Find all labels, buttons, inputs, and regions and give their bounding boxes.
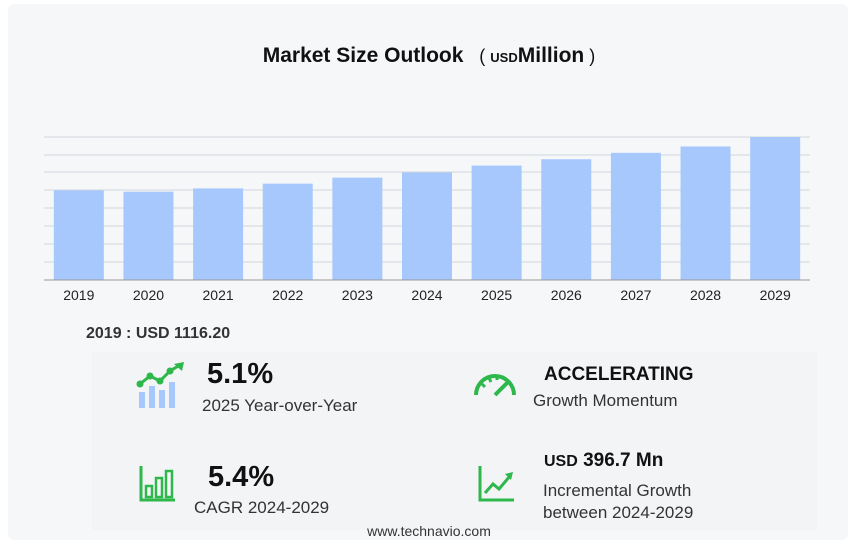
x-tick-label: 2020 xyxy=(133,287,164,303)
cagr-label: CAGR 2024-2029 xyxy=(194,498,330,517)
unit-scale: Million xyxy=(517,44,585,67)
unit-currency: USD xyxy=(490,50,518,65)
yoy-label: 2025 Year-over-Year xyxy=(202,396,358,415)
speedometer-icon xyxy=(474,374,516,397)
cagr-value: 5.4% xyxy=(208,461,275,493)
stats-panel xyxy=(92,352,817,530)
bar-2029 xyxy=(750,137,801,280)
x-tick-label: 2023 xyxy=(342,287,373,303)
title-unit: ( USDMillion ) xyxy=(479,44,596,67)
trend-line-icon xyxy=(478,466,514,502)
bar-2020 xyxy=(123,191,174,280)
growth-chart-icon xyxy=(136,362,184,408)
momentum-label: Growth Momentum xyxy=(533,391,678,410)
base-value: 2019 : USD 1116.20 xyxy=(86,325,231,342)
bar-2021 xyxy=(193,188,244,280)
incremental-amount: 396.7 Mn xyxy=(583,450,664,471)
incremental-value: USD 396.7 Mn xyxy=(544,450,663,472)
bar-2019 xyxy=(53,190,104,280)
bar-chart: 2019 2020 2021 2022 2023 2024 2025 2026 2027 2028… xyxy=(44,136,810,303)
x-tick-label: 2019 xyxy=(63,287,94,303)
incremental-label-2: between 2024-2029 xyxy=(543,503,694,522)
x-tick-label: 2027 xyxy=(620,287,651,303)
bar-2026 xyxy=(541,159,592,280)
x-tick-label: 2026 xyxy=(551,287,582,303)
x-tick-label: 2028 xyxy=(690,287,721,303)
bar-2024 xyxy=(402,172,452,280)
footer-url: www.technavio.com xyxy=(367,523,491,539)
incremental-currency: USD xyxy=(544,453,578,470)
unit-open: ( xyxy=(479,46,486,66)
x-tick-label: 2022 xyxy=(272,287,303,303)
bar-2028 xyxy=(680,146,731,280)
unit-close: ) xyxy=(589,46,596,66)
bar-2022 xyxy=(262,183,313,280)
x-tick-label: 2024 xyxy=(411,287,442,303)
bar-2025 xyxy=(471,165,522,280)
title-text: Market Size Outlook xyxy=(262,44,464,67)
yoy-value: 5.1% xyxy=(207,358,274,390)
bar-2023 xyxy=(332,177,383,280)
bar-2027 xyxy=(610,152,661,280)
chart-title: Market Size Outlook ( USDMillion ) xyxy=(0,44,858,68)
incremental-label-1: Incremental Growth xyxy=(543,481,692,500)
x-tick-label: 2021 xyxy=(203,287,234,303)
momentum-value: ACCELERATING xyxy=(544,364,694,385)
x-tick-label: 2025 xyxy=(481,287,512,303)
bar-chart-icon xyxy=(139,466,175,502)
x-tick-label: 2029 xyxy=(760,287,791,303)
